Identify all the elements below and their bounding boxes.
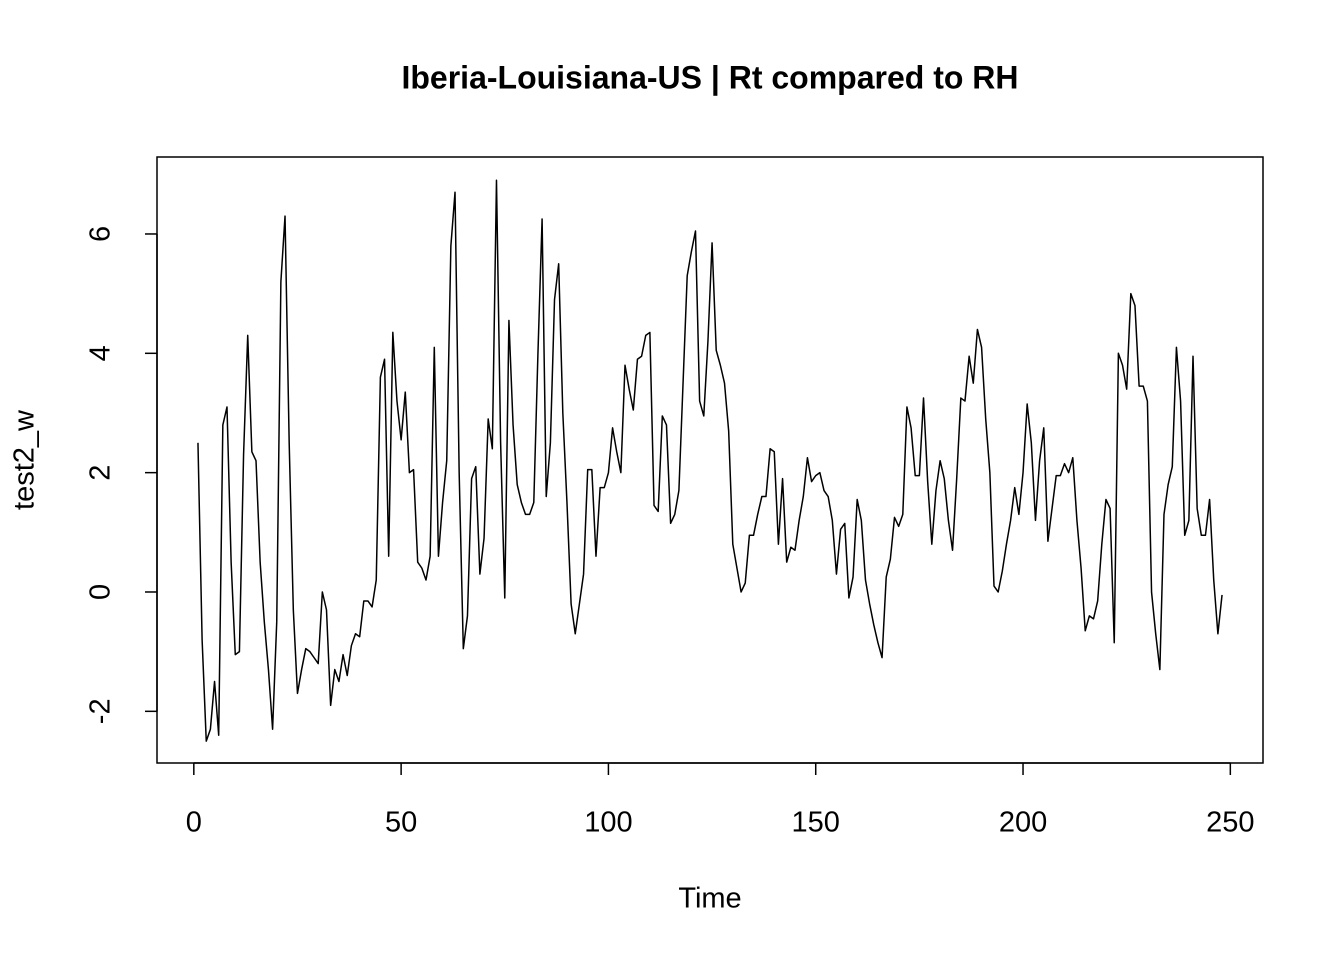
data-line <box>197 179 1223 742</box>
x-tick-label: 50 <box>385 807 417 839</box>
x-tick-label: 150 <box>792 807 840 839</box>
x-tick-label: 100 <box>584 807 632 839</box>
y-tick-label: -2 <box>85 698 117 724</box>
chart-title: Iberia-Louisiana-US | Rt compared to RH <box>401 59 1018 95</box>
y-axis-label: test2_w <box>9 409 41 510</box>
y-tick-label: 6 <box>85 226 117 242</box>
x-tick-label: 250 <box>1206 807 1254 839</box>
plot-box <box>156 156 1264 764</box>
x-tick-label: 200 <box>999 807 1047 839</box>
y-tick-label: 2 <box>85 465 117 481</box>
y-tick-label: 4 <box>85 345 117 361</box>
x-tick-label: 0 <box>186 807 202 839</box>
y-tick-label: 0 <box>85 584 117 600</box>
x-axis-label: Time <box>678 883 741 915</box>
